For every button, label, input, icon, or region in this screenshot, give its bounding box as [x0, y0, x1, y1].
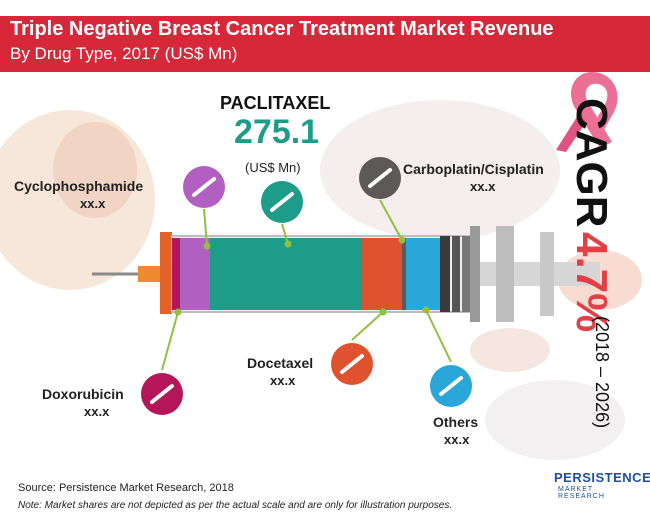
company-logo: PERSISTENCE MARKET RESEARCH — [548, 468, 650, 500]
leader-dot-paclitaxel — [284, 240, 292, 248]
drug-label-others: Others — [433, 414, 479, 430]
drug-value-docetaxel: xx.x — [270, 373, 296, 388]
pill-icon — [183, 166, 225, 208]
drug-value-cyclophosphamide: xx.x — [80, 196, 106, 211]
chart-subtitle: By Drug Type, 2017 (US$ Mn) — [10, 44, 238, 63]
leader-line-doxorubicin — [161, 311, 179, 371]
leader-line-carboplatin-cisplatin — [379, 199, 403, 241]
syringe-segment-others — [406, 238, 440, 310]
leader-lines — [161, 199, 452, 371]
syringe-flange — [470, 226, 480, 322]
leader-dot-docetaxel — [379, 308, 387, 316]
highlight-unit: (US$ Mn) — [245, 160, 301, 175]
pill-icon — [331, 343, 373, 385]
leader-line-docetaxel — [351, 311, 384, 341]
syringe-segment-paclitaxel — [210, 238, 362, 310]
syringe-tip — [138, 266, 160, 282]
syringe-segment-docetaxel — [362, 238, 402, 310]
pill-markers — [141, 157, 472, 415]
syringe-segment-doxorubicin — [172, 238, 180, 310]
drug-value-carboplatin: xx.x — [470, 179, 496, 194]
cagr-period: (2018 – 2026) — [592, 316, 612, 429]
pill-icon — [261, 181, 303, 223]
pill-icon — [141, 373, 183, 415]
ribbon-icon — [556, 72, 618, 152]
drug-label-doxorubicin: Doxorubicin — [42, 386, 124, 402]
drug-value-doxorubicin: xx.x — [84, 404, 110, 419]
pill-icon — [359, 157, 401, 199]
logo-name: PERSISTENCE — [554, 470, 650, 485]
logo-tagline: MARKET RESEARCH — [558, 486, 605, 500]
disclaimer-note: Note: Market shares are not depicted as … — [18, 500, 453, 511]
syringe-segment-cyclophosphamide — [180, 238, 210, 310]
drug-label-cyclophosphamide: Cyclophosphamide — [14, 178, 144, 194]
source-note: Source: Persistence Market Research, 201… — [18, 482, 234, 494]
syringe-neck — [160, 232, 172, 314]
leader-line-others — [425, 309, 452, 363]
cagr-label: CAGR — [567, 98, 616, 228]
leader-dot-doxorubicin — [174, 308, 182, 316]
pill-icon — [430, 365, 472, 407]
leader-dot-carboplatin-cisplatin — [398, 236, 406, 244]
title-bar — [0, 16, 650, 72]
highlight-drug-name: PACLITAXEL — [220, 93, 331, 113]
syringe-segment-carboplatin-cisplatin — [402, 238, 406, 310]
drug-label-carboplatin: Carboplatin/Cisplatin — [403, 161, 544, 177]
leader-dot-cyclophosphamide — [203, 242, 211, 250]
drug-value-others: xx.x — [444, 432, 470, 447]
highlight-drug-value: 275.1 — [234, 113, 320, 151]
syringe — [92, 226, 600, 322]
leader-dot-others — [422, 306, 430, 314]
background-art — [0, 100, 642, 460]
drug-label-docetaxel: Docetaxel — [247, 355, 314, 371]
leader-line-cyclophosphamide — [203, 208, 208, 247]
chart-title: Triple Negative Breast Cancer Treatment … — [10, 18, 554, 40]
